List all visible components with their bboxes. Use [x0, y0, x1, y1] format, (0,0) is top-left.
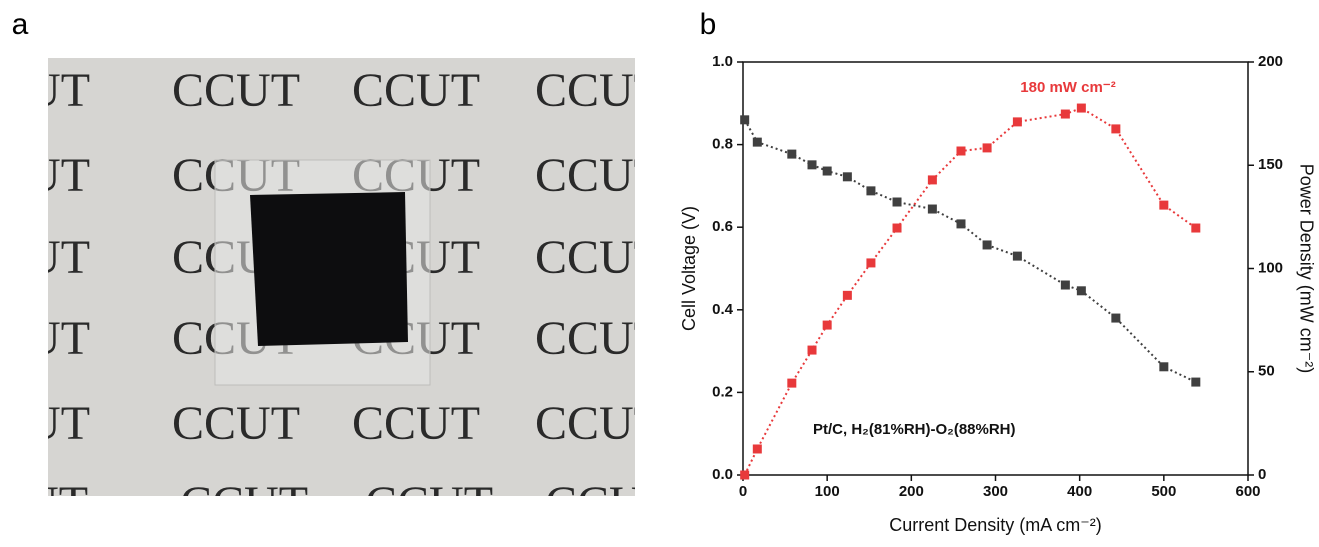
y2-tick-label: 0	[1258, 466, 1266, 483]
y-tick-label: 1.0	[712, 53, 733, 70]
watermark: CCUT	[0, 397, 90, 450]
marker	[956, 146, 966, 156]
marker	[1111, 313, 1121, 323]
marker	[1159, 362, 1169, 372]
marker	[892, 223, 902, 233]
y-tick-label: 0.2	[712, 383, 733, 400]
watermark: CCUT	[0, 477, 88, 530]
y-axis-label: Cell Voltage (V)	[679, 206, 699, 331]
panel-label: a	[12, 8, 29, 41]
marker	[927, 175, 937, 185]
y2-tick-label: 150	[1258, 156, 1283, 173]
watermark: CCUT	[535, 231, 663, 284]
marker	[1012, 251, 1022, 261]
marker	[787, 378, 797, 388]
watermark: CCUT	[352, 397, 480, 450]
marker	[956, 219, 966, 229]
marker	[752, 444, 762, 454]
x-axis-label: Current Density (mA cm⁻²)	[889, 515, 1102, 535]
y-tick-label: 0.8	[712, 136, 733, 153]
watermark: CCUT	[0, 231, 90, 284]
marker	[752, 137, 762, 147]
marker	[822, 166, 832, 176]
marker	[1159, 200, 1169, 210]
x-tick-label: 200	[899, 483, 924, 500]
x-tick-label: 400	[1067, 483, 1092, 500]
marker	[740, 115, 750, 125]
legend-text: Pt/C, H₂(81%RH)-O₂(88%RH)	[813, 421, 1016, 438]
watermark: CCUT	[180, 477, 308, 530]
x-tick-label: 300	[983, 483, 1008, 500]
marker	[807, 345, 817, 355]
marker	[1012, 117, 1022, 127]
marker	[807, 160, 817, 170]
marker	[842, 172, 852, 182]
marker	[1076, 103, 1086, 113]
marker	[1111, 124, 1121, 134]
watermark: CCUT	[352, 64, 480, 117]
y2-tick-label: 50	[1258, 363, 1275, 380]
marker	[1076, 286, 1086, 296]
marker	[1060, 280, 1070, 290]
watermark: CCUT	[0, 64, 90, 117]
watermark: CCUT	[0, 312, 90, 365]
x-tick-label: 600	[1235, 483, 1260, 500]
watermark: CCUT	[545, 477, 673, 530]
plot-frame	[742, 61, 1249, 476]
annotation: 180 mW cm⁻²	[1020, 79, 1115, 96]
y2-tick-label: 200	[1258, 53, 1283, 70]
marker	[1191, 377, 1201, 387]
watermark: CCUT	[365, 477, 493, 530]
y-tick-label: 0.6	[712, 218, 733, 235]
watermark: CCUT	[172, 64, 300, 117]
x-tick-label: 0	[739, 483, 747, 500]
watermark: CCUT	[535, 397, 663, 450]
marker	[927, 204, 937, 214]
membrane	[250, 192, 408, 346]
marker	[842, 290, 852, 300]
y2-tick-label: 100	[1258, 259, 1283, 276]
watermark: CCUT	[535, 312, 663, 365]
marker	[892, 197, 902, 207]
watermark: CCUT	[0, 149, 90, 202]
y-tick-label: 0.0	[712, 466, 733, 483]
marker	[1191, 223, 1201, 233]
marker	[866, 186, 876, 196]
marker	[740, 470, 750, 480]
marker	[1060, 109, 1070, 119]
marker	[787, 149, 797, 159]
watermark: CCUT	[535, 149, 663, 202]
marker	[822, 320, 832, 330]
series-line	[743, 119, 1197, 383]
panel-label: b	[700, 8, 717, 41]
y-tick-label: 0.4	[712, 301, 734, 318]
marker	[982, 240, 992, 250]
watermark: CCUT	[535, 64, 663, 117]
sample	[214, 159, 431, 386]
x-tick-label: 100	[815, 483, 840, 500]
marker	[982, 143, 992, 153]
watermark: CCUT	[172, 397, 300, 450]
y2-axis-label: Power Density (mW cm⁻²)	[1296, 164, 1316, 374]
x-tick-label: 500	[1151, 483, 1176, 500]
marker	[866, 258, 876, 268]
